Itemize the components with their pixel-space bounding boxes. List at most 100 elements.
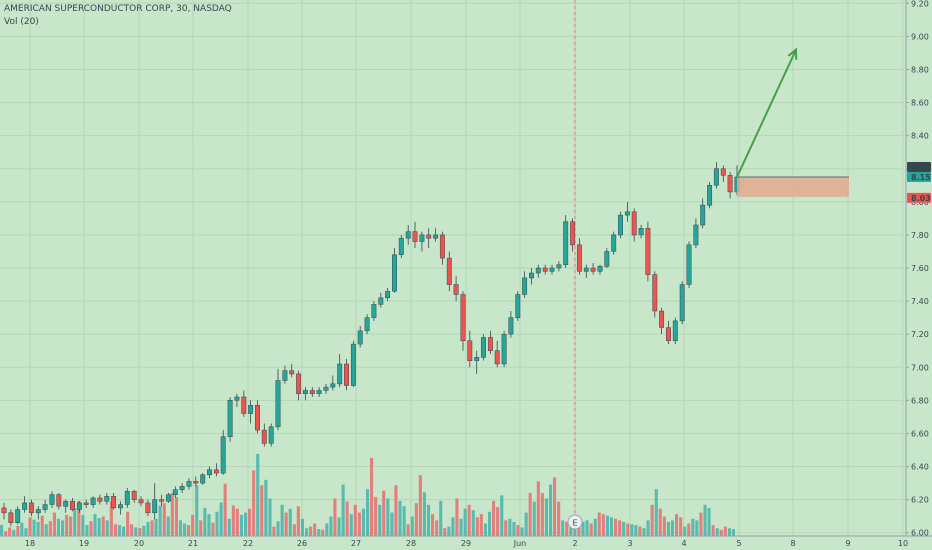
volume-bar	[370, 457, 374, 536]
volume-bar	[410, 516, 414, 536]
candle-body	[241, 396, 247, 414]
volume-bar	[467, 504, 471, 536]
volume-bar	[183, 523, 187, 536]
volume-bar	[174, 497, 178, 536]
volume-bar	[536, 481, 540, 536]
candle-body	[371, 304, 377, 318]
candle-body	[1, 507, 7, 514]
volume-bar	[406, 524, 410, 536]
volume-bar	[731, 529, 735, 536]
candle-body	[385, 290, 391, 299]
candle-body	[419, 234, 425, 242]
time-axis[interactable]: 18 19 20 21 22 26 27 28 29 Jun 2 3 4 5 8 9 10	[0, 535, 932, 548]
candle-body	[700, 204, 706, 226]
volume-bar	[483, 523, 487, 536]
volume-bar	[719, 529, 723, 536]
volume-bar	[309, 526, 313, 536]
candle-body	[337, 363, 343, 385]
candle-body	[720, 168, 726, 176]
price-tick-label: 7.40	[911, 297, 929, 306]
volume-bar	[248, 508, 252, 536]
volume-bar	[589, 523, 593, 536]
volume-bar	[317, 529, 321, 536]
volume-bar	[679, 517, 683, 536]
time-tick-label: 10	[898, 539, 908, 548]
volume-bar	[618, 520, 622, 536]
candle-body	[296, 373, 302, 395]
earnings-marker-label: E	[572, 519, 577, 528]
candle-body	[481, 337, 486, 358]
volume-bar	[223, 483, 227, 536]
volume-bar	[61, 520, 65, 536]
grid	[0, 0, 904, 536]
time-tick-label: 19	[79, 539, 89, 548]
volume-bar	[614, 518, 618, 536]
candle-body	[405, 231, 411, 239]
volume-bar	[211, 522, 215, 536]
volume-bar	[256, 454, 260, 536]
candle-body	[501, 333, 507, 365]
volume-bar	[138, 528, 142, 536]
volume-bar	[244, 512, 248, 536]
price-badge-label: 8.03	[911, 194, 931, 203]
price-badge-label: 8.15	[911, 173, 931, 182]
volume-bar	[455, 498, 459, 536]
volume-indicator-label[interactable]: Vol (20)	[4, 17, 39, 27]
volume-bar	[520, 527, 524, 536]
candle-body	[494, 350, 500, 365]
price-tick-label: 6.00	[911, 529, 929, 538]
chart-title: AMERICAN SUPERCONDUCTOR CORP, 30, NASDAQ	[4, 4, 232, 14]
volume-bar	[109, 501, 113, 536]
candle-body	[282, 370, 288, 381]
volume-bar	[475, 517, 479, 536]
target-box[interactable]	[737, 177, 849, 197]
volume-bar	[0, 525, 4, 536]
price-axis[interactable]: 6.00 6.20 6.40 6.60 6.80 7.00 7.20 7.40 7.60 7.80…	[905, 0, 929, 538]
volume-bar	[219, 502, 223, 536]
price-tick-label: 7.60	[911, 264, 929, 273]
volume-bar	[540, 493, 544, 536]
candle-body	[90, 497, 96, 505]
volume-bar	[553, 477, 557, 536]
volume-bar	[12, 529, 16, 536]
candle-body	[104, 496, 110, 502]
projection-arrow[interactable]	[736, 47, 798, 178]
candle-body	[556, 264, 562, 269]
volume-bar	[634, 525, 638, 536]
candle-body	[111, 496, 117, 509]
volume-bar	[378, 504, 382, 536]
candle-body	[289, 370, 295, 375]
volume-bar	[561, 520, 565, 536]
earnings-marker[interactable]: E	[567, 514, 583, 530]
candle-body	[193, 481, 199, 484]
volume-bar	[422, 492, 426, 536]
volume-bar	[215, 511, 219, 536]
volume-bar	[711, 525, 715, 536]
volume-bar	[386, 498, 390, 536]
candle-body	[344, 363, 349, 386]
volume-bar	[723, 526, 727, 536]
volume-bar	[366, 489, 370, 536]
volume-bar	[609, 517, 613, 536]
volume-bar	[260, 485, 264, 536]
volume-bar	[443, 528, 447, 536]
candle-body	[152, 499, 158, 514]
candle-body	[22, 502, 28, 510]
volume-bar	[305, 528, 309, 536]
volume-bar	[8, 527, 12, 536]
time-tick-label: 20	[134, 539, 144, 548]
volume-bar	[235, 508, 239, 536]
time-tick-label: Jun	[513, 539, 527, 548]
volume-bar	[353, 504, 357, 536]
candle-body	[590, 267, 596, 272]
candle-body	[42, 504, 48, 510]
volume-bars	[0, 454, 735, 536]
candle-body	[453, 284, 459, 295]
volume-bar	[427, 504, 431, 536]
volume-bar	[81, 514, 85, 536]
volume-bar	[40, 515, 44, 536]
volume-bar	[142, 525, 146, 536]
volume-bar	[626, 523, 630, 536]
